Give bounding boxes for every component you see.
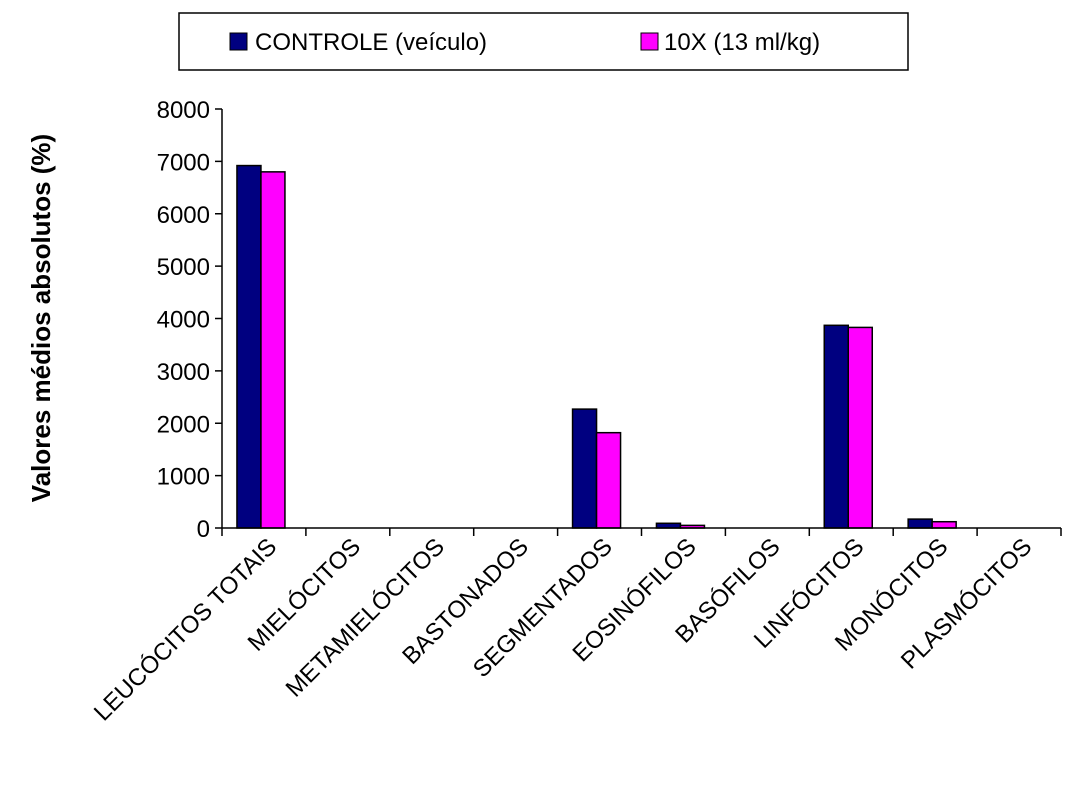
bar-10x-13-ml-kg-linfocitos: [847, 326, 873, 529]
legend-label-10x: 10X (13 ml/kg): [664, 29, 820, 56]
bar-controle-veiculo-monocitos: [907, 518, 933, 529]
legend-label-controle: CONTROLE (veículo): [255, 29, 487, 56]
y-tick-label: 7000: [157, 149, 210, 176]
bar-controle-veiculo-segmentados: [571, 408, 598, 529]
y-tick-label: 4000: [157, 307, 210, 334]
axes: [221, 109, 1062, 536]
bars: [236, 164, 957, 529]
x-axis-category-labels: LEUCÓCITOS TOTAISMIELÓCITOSMETAMIELÓCITO…: [89, 533, 1037, 726]
bar-controle-veiculo-linfocitos: [823, 324, 849, 529]
y-tick-label: 2000: [157, 411, 210, 438]
bar-controle-veiculo-leucocitos-totais: [236, 164, 262, 529]
y-tick-label: 8000: [157, 97, 210, 124]
legend: CONTROLE (veículo) 10X (13 ml/kg): [178, 12, 909, 71]
legend-box: [178, 12, 909, 71]
legend-swatch-controle: [229, 32, 248, 51]
x-tick-label-segmentados: SEGMENTADOS: [468, 533, 618, 683]
y-tick-label: 5000: [157, 254, 210, 281]
bar-10x-13-ml-kg-monocitos: [931, 520, 957, 529]
legend-swatch-10x: [640, 32, 659, 51]
y-axis-ticks: 0 1000 2000 3000 4000 5000 6000 7000 8000: [157, 97, 222, 543]
y-tick-label: 3000: [157, 359, 210, 386]
bar-10x-13-ml-kg-leucocitos-totais: [260, 171, 286, 529]
y-tick-label: 0: [197, 516, 210, 543]
y-axis-label: Valores médios absolutos (%): [26, 134, 56, 502]
x-tick-label-metamielocitos: METAMIELÓCITOS: [281, 533, 450, 702]
bar-10x-13-ml-kg-segmentados: [595, 431, 622, 529]
y-tick-label: 1000: [157, 464, 210, 491]
y-tick-label: 6000: [157, 202, 210, 229]
